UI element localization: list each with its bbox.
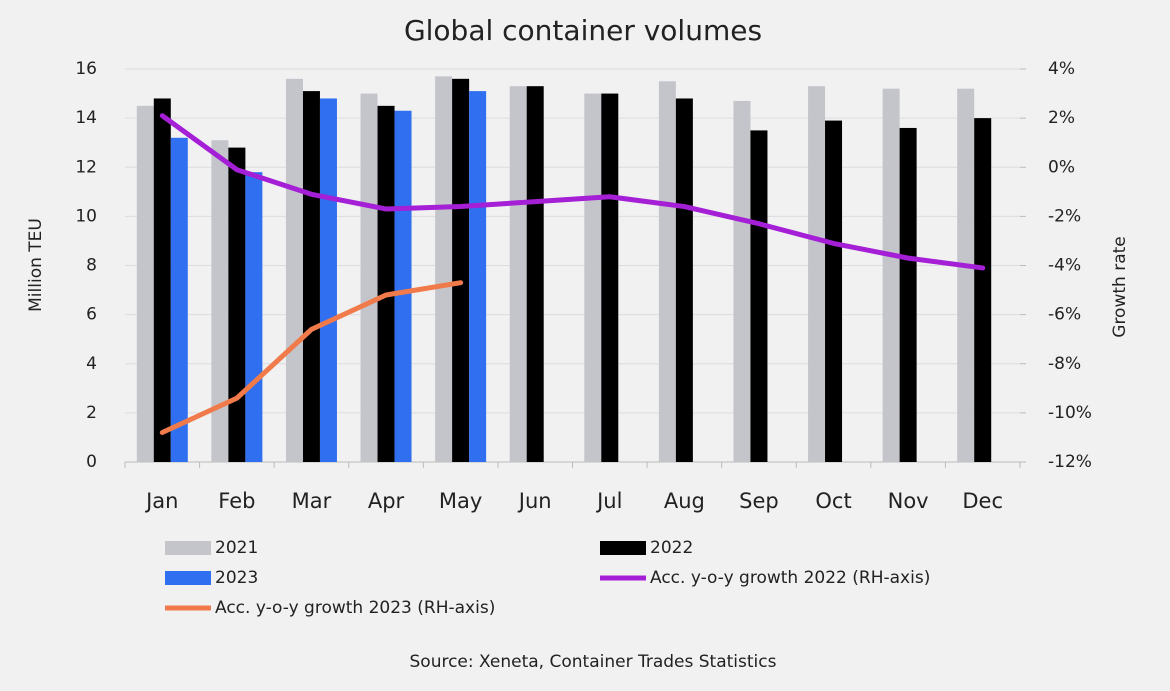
y2-tick-label: -6% <box>1048 305 1081 325</box>
bar <box>377 105 395 462</box>
y2-tick-label: 0% <box>1048 157 1075 177</box>
x-tick-label: Sep <box>739 489 779 513</box>
y-tick-label: 6 <box>86 305 97 325</box>
y-tick-label: 8 <box>86 256 97 276</box>
bar <box>658 81 676 462</box>
bar <box>808 86 826 462</box>
x-tick-label: Jul <box>595 489 622 513</box>
x-tick-label: Jun <box>517 489 552 513</box>
x-tick-label: May <box>439 489 482 513</box>
bar <box>452 78 470 462</box>
legend-label: 2022 <box>650 538 693 558</box>
bar <box>974 118 992 462</box>
bar <box>228 147 246 462</box>
bar <box>899 127 917 462</box>
y2-tick-label: -8% <box>1048 354 1081 374</box>
bar <box>957 88 975 463</box>
bar <box>211 140 229 462</box>
bar <box>319 98 337 462</box>
y-tick-label: 4 <box>86 354 97 374</box>
x-tick-label: Dec <box>962 489 1003 513</box>
bar <box>750 130 768 462</box>
y-tick-label: 2 <box>86 403 97 423</box>
legend-swatch <box>165 541 211 555</box>
x-tick-label: Jan <box>144 489 178 513</box>
line <box>159 280 464 436</box>
chart-title: Global container volumes <box>404 14 762 47</box>
bar <box>584 93 602 462</box>
x-tick-label: Nov <box>888 489 929 513</box>
x-tick-label: Feb <box>218 489 255 513</box>
bar <box>825 120 843 463</box>
y2-tick-label: -2% <box>1048 206 1081 226</box>
bar <box>285 78 303 462</box>
bar <box>882 88 900 463</box>
bar <box>675 98 693 462</box>
bar <box>509 86 527 462</box>
y-tick-label: 16 <box>75 59 97 79</box>
bar <box>360 93 378 462</box>
x-tick-label: Aug <box>664 489 705 513</box>
legend-label: 2021 <box>215 538 258 558</box>
y-axis-title: Million TEU <box>26 218 46 312</box>
y2-tick-label: -4% <box>1048 256 1081 276</box>
legend-label: 2023 <box>215 568 258 588</box>
bar <box>153 98 171 462</box>
bar <box>170 137 188 462</box>
legend-swatch <box>600 541 646 555</box>
legend-label: Acc. y-o-y growth 2023 (RH-axis) <box>215 598 495 618</box>
y2-tick-label: -12% <box>1048 452 1092 472</box>
line <box>159 113 986 271</box>
bar <box>245 172 263 462</box>
bar <box>469 91 487 462</box>
bar <box>136 105 154 462</box>
source: Source: Xeneta, Container Trades Statist… <box>410 652 777 672</box>
bar <box>526 86 544 462</box>
y2-tick-label: -10% <box>1048 403 1092 423</box>
y-tick-label: 14 <box>75 108 97 128</box>
y-tick-label: 10 <box>75 206 97 226</box>
bar <box>733 100 751 463</box>
x-tick-label: Apr <box>368 489 405 513</box>
y-tick-label: 0 <box>86 452 97 472</box>
bar <box>302 91 320 462</box>
x-tick-label: Oct <box>815 489 851 513</box>
y2-tick-label: 4% <box>1048 59 1075 79</box>
legend-swatch <box>165 571 211 585</box>
bar <box>601 93 619 462</box>
bar <box>435 76 453 463</box>
y2-axis-title: Growth rate <box>1110 236 1130 337</box>
x-tick-label: Mar <box>292 489 332 513</box>
bar <box>394 110 412 462</box>
legend-label: Acc. y-o-y growth 2022 (RH-axis) <box>650 568 930 588</box>
y2-tick-label: 2% <box>1048 108 1075 128</box>
y-tick-label: 12 <box>75 157 97 177</box>
